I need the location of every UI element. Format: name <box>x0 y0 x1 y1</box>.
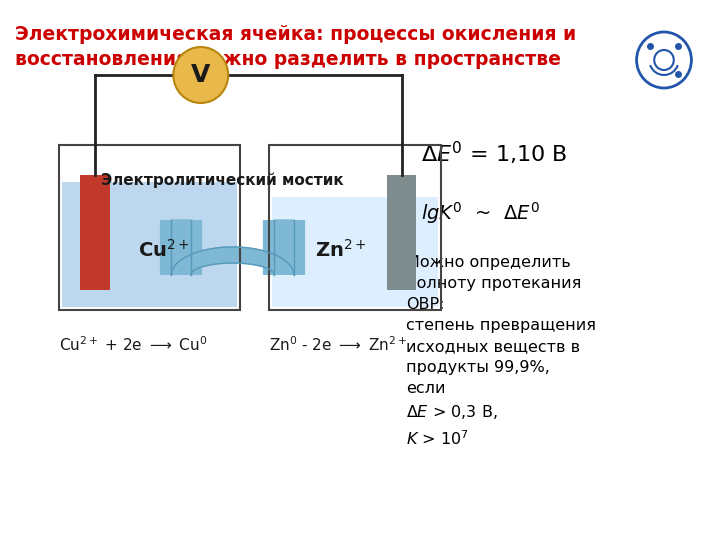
Text: Zn$^{0}$ - 2e $\longrightarrow$ Zn$^{2+}$: Zn$^{0}$ - 2e $\longrightarrow$ Zn$^{2+}… <box>269 335 408 354</box>
Text: V: V <box>191 63 210 87</box>
FancyBboxPatch shape <box>62 182 237 307</box>
Text: lg$K^{0}$  ~  $\Delta E^{0}$: lg$K^{0}$ ~ $\Delta E^{0}$ <box>421 200 540 226</box>
Text: Cu$^{2+}$: Cu$^{2+}$ <box>138 239 190 261</box>
Text: Cu$^{2+}$ + 2e $\longrightarrow$ Cu$^{0}$: Cu$^{2+}$ + 2e $\longrightarrow$ Cu$^{0}… <box>59 335 207 354</box>
Text: $\Delta E^{0}$ = 1,10 В: $\Delta E^{0}$ = 1,10 В <box>421 140 567 167</box>
Text: Можно определить
полноту протекания
ОВР:
степень превращения
исходных веществ в
: Можно определить полноту протекания ОВР:… <box>406 255 596 448</box>
Text: Электрохимическая ячейка: процессы окисления и
восстановления можно разделить в : Электрохимическая ячейка: процессы окисл… <box>14 25 576 69</box>
Polygon shape <box>171 220 294 275</box>
Text: Электролитический мостик: Электролитический мостик <box>102 172 344 188</box>
FancyBboxPatch shape <box>387 175 416 290</box>
FancyBboxPatch shape <box>81 175 109 290</box>
Circle shape <box>174 47 228 103</box>
FancyBboxPatch shape <box>272 197 438 307</box>
Text: Zn$^{2+}$: Zn$^{2+}$ <box>315 239 366 261</box>
